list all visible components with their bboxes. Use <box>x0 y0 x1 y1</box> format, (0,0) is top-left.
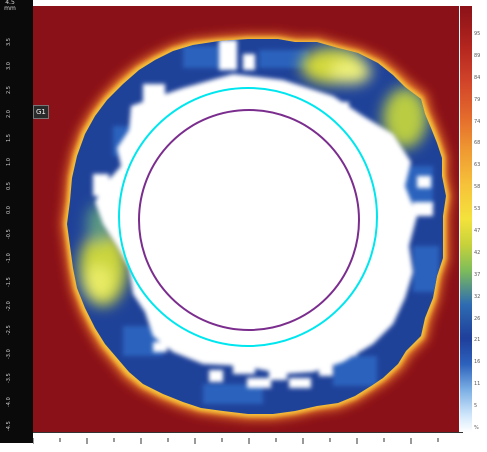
ruler-tick-label: -2.5 <box>6 324 12 335</box>
ruler-top-value: 4.5 <box>5 0 15 6</box>
colorbar-label: 79 <box>474 96 481 103</box>
ruler-tick-label: 1.5 <box>6 134 12 143</box>
ruler-tick-label: -3.0 <box>6 349 12 359</box>
inner-purple-ring[interactable] <box>138 109 360 331</box>
colorbar-label: % <box>474 425 479 431</box>
colorbar-label: 21 <box>474 337 481 344</box>
ruler-tick-label: 0.0 <box>6 206 12 215</box>
ruler-tick-label: -0.5 <box>6 228 12 239</box>
colorbar-label: 89 <box>474 52 481 59</box>
colorbar-label: 32 <box>474 293 481 300</box>
ruler-tick-label: -3.5 <box>6 373 12 383</box>
ruler-tick-label: -4.5 <box>6 421 12 431</box>
horizontal-ruler-ticks <box>32 438 439 444</box>
colorbar-label: 95 <box>474 31 481 37</box>
colorbar-label: 74 <box>474 118 481 125</box>
colorbar-label: 63 <box>474 162 481 169</box>
vertical-ruler: 4.5 mm 3.5 3.0 2.5 2.0 1.5 1.0 0.5 0.0 -0.5 -1.0 -… <box>0 0 33 443</box>
outer-cyan-ring[interactable] <box>118 87 378 347</box>
colorbar-label: 11 <box>474 381 481 388</box>
colorbar-gradient <box>460 6 472 432</box>
colorbar-label: 53 <box>474 206 481 213</box>
ruler-unit-text: mm <box>4 5 16 12</box>
ruler-tick-label: -1.5 <box>6 276 12 287</box>
horizontal-ruler <box>32 432 463 444</box>
colorbar-label: 37 <box>474 271 481 278</box>
colorbar-label: 47 <box>474 228 481 234</box>
ruler-tick-label: -4.0 <box>6 397 12 407</box>
ruler-tick-label: 2.0 <box>6 110 12 119</box>
cscan-heatmap[interactable] <box>33 6 459 432</box>
ruler-unit-label: 4.5 mm <box>2 0 18 12</box>
colorbar-label: 42 <box>474 249 481 256</box>
colorbar-label: 26 <box>474 315 481 322</box>
colorbar-label: 5 <box>474 403 478 410</box>
ruler-tick-label: -1.0 <box>6 252 12 263</box>
ruler-tick-label: 2.5 <box>6 86 12 95</box>
inner-disc <box>119 88 377 346</box>
cursor-gate-label[interactable]: G1 <box>33 105 49 119</box>
colorbar-label: 68 <box>474 140 481 147</box>
colorbar-label: 58 <box>474 184 481 191</box>
cscan-svg[interactable] <box>33 6 459 432</box>
ruler-tick-label: -2.0 <box>6 300 12 311</box>
ruler-tick-label: 0.5 <box>6 182 12 191</box>
ruler-tick-label: 3.0 <box>6 62 12 71</box>
ruler-tick-label: 3.5 <box>6 38 12 46</box>
colorbar-label: 16 <box>474 359 481 366</box>
amplitude-colorbar: 95 89 84 79 74 68 63 58 53 47 42 37 32 26 21 16 11 5% <box>460 6 487 432</box>
ruler-tick-label: 1.0 <box>6 158 12 167</box>
colorbar-label: 84 <box>474 74 481 81</box>
